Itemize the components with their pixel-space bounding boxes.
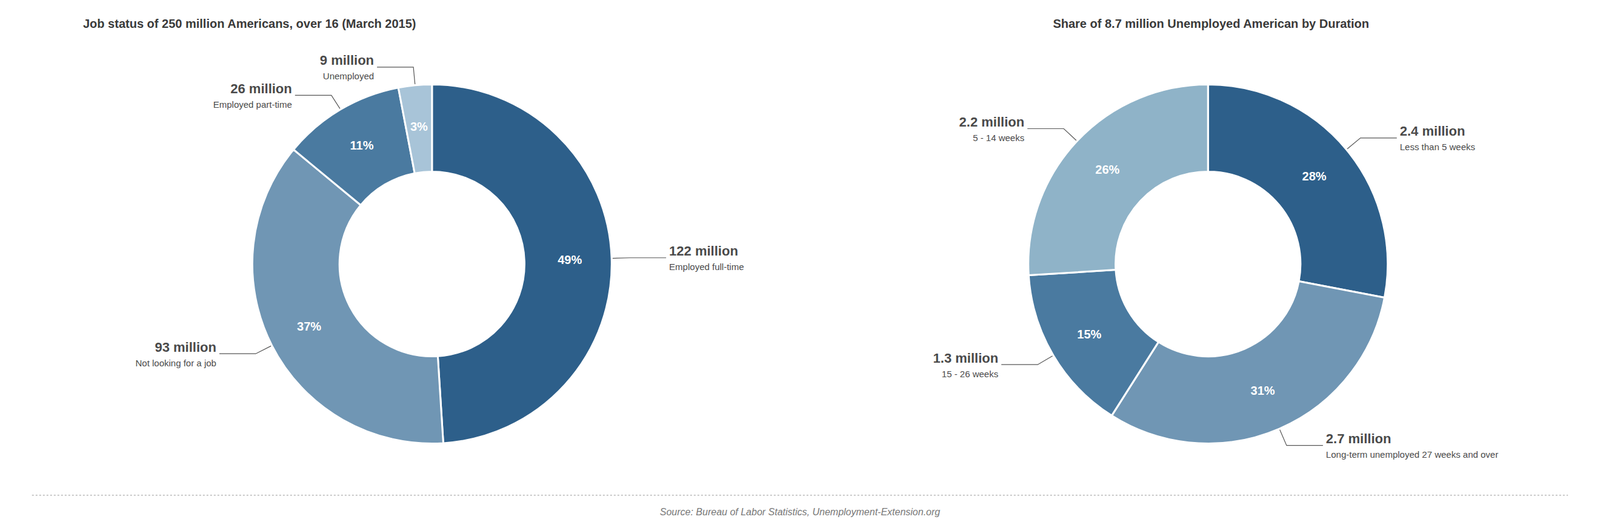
svg-text:122 million: 122 million (669, 243, 739, 259)
svg-text:15%: 15% (1076, 327, 1102, 342)
svg-text:Not looking for a job: Not looking for a job (135, 358, 216, 369)
svg-text:2.7 million: 2.7 million (1326, 431, 1392, 447)
svg-text:49%: 49% (557, 253, 582, 267)
svg-text:93 million: 93 million (154, 340, 216, 356)
svg-text:3%: 3% (410, 120, 428, 134)
svg-text:1.3 million: 1.3 million (933, 350, 999, 367)
svg-text:Job status of 250 million Amer: Job status of 250 million Americans, ove… (83, 16, 416, 31)
svg-text:9 million: 9 million (320, 52, 374, 68)
svg-text:5 - 14 weeks: 5 - 14 weeks (972, 132, 1025, 144)
svg-text:2.4 million: 2.4 million (1400, 123, 1466, 139)
svg-text:Employed full-time: Employed full-time (669, 261, 744, 273)
svg-text:26 million: 26 million (230, 81, 292, 97)
svg-text:Less than 5 weeks: Less than 5 weeks (1400, 141, 1476, 153)
svg-text:Share of 8.7 million Unemploye: Share of 8.7 million Unemployed American… (1052, 16, 1370, 31)
svg-text:15 - 26 weeks: 15 - 26 weeks (941, 369, 999, 380)
svg-text:Source: Bureau of Labor Statis: Source: Bureau of Labor Statistics, Unem… (660, 507, 941, 518)
svg-text:Employed part-time: Employed part-time (213, 99, 293, 110)
svg-text:31%: 31% (1250, 384, 1276, 398)
svg-text:11%: 11% (350, 138, 374, 153)
svg-text:Unemployed: Unemployed (323, 70, 374, 82)
svg-text:26%: 26% (1095, 163, 1120, 177)
svg-text:37%: 37% (296, 320, 322, 334)
svg-text:Long-term unemployed 27 weeks: Long-term unemployed 27 weeks and over (1326, 449, 1499, 460)
svg-text:2.2 million: 2.2 million (959, 114, 1025, 130)
svg-text:28%: 28% (1302, 169, 1327, 184)
